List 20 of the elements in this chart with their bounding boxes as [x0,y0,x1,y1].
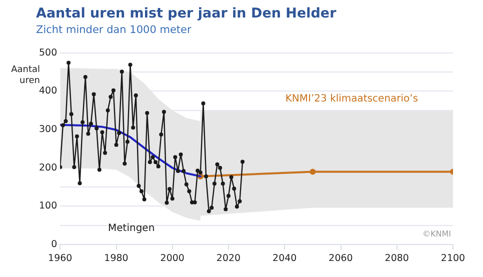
y-tick-label: 0 [51,239,58,250]
x-tick-label: 2020 [216,252,241,264]
x-tick-label: 1980 [104,252,128,264]
x-tick-label: 2100 [440,252,466,264]
text: Metingen [108,223,155,234]
x-tick-label: 1960 [48,252,72,264]
y-tick-label: 500 [38,47,58,58]
chart-subtitle: Zicht minder dan 1000 meter [36,24,192,36]
annotation: ©KNMI [422,230,451,239]
x-tick-label: 2080 [384,252,409,264]
y-axis-title: Aantal uren [11,65,40,86]
x-tick-label: 2040 [272,252,297,264]
x-tick-label: 2000 [160,252,184,264]
text: KNMI’23 klimaatscenario’s [285,94,418,105]
y-tick-label: 200 [38,162,58,174]
x-tick-label: 2060 [328,252,353,264]
y-tick-label: 400 [38,86,58,97]
y-tick-label: 300 [38,124,58,135]
chart-title: Aantal uren mist per jaar in Den Helder [36,6,337,22]
y-tick-label: 100 [38,200,58,212]
